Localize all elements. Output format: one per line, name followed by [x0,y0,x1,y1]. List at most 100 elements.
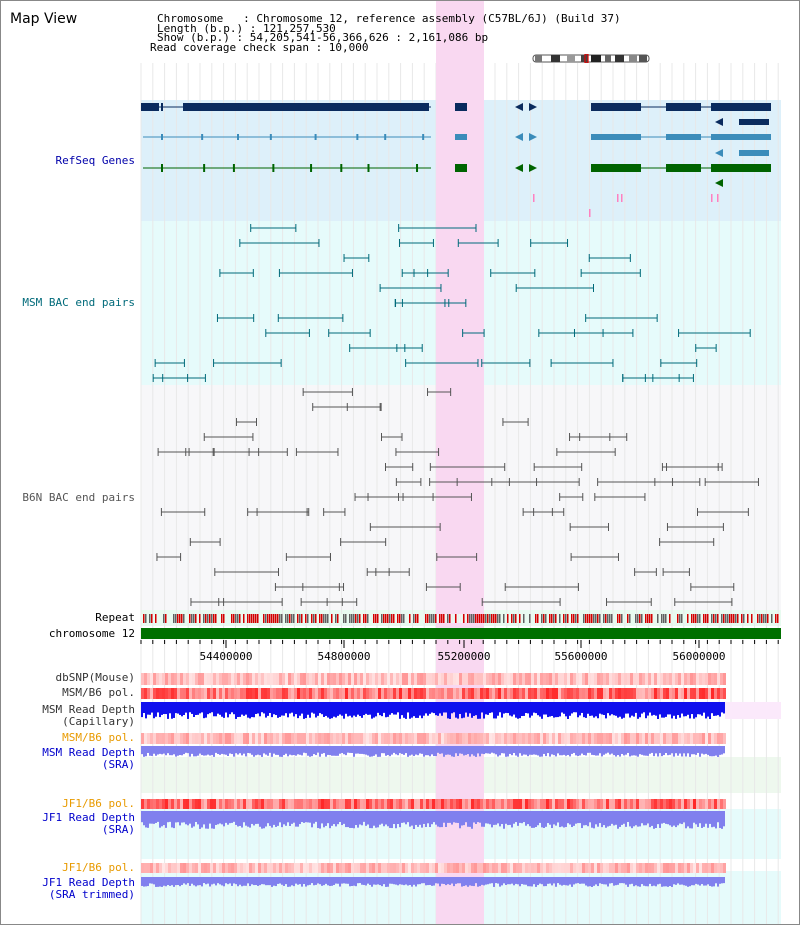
track-label-jf1-depth-sra[interactable]: JF1 Read Depth [42,811,135,824]
jf1-depth-sra [477,811,479,823]
track-label-repeat[interactable]: Repeat [95,611,135,624]
msm-depth-capillary [701,702,703,716]
repeat-block [229,614,231,623]
jf1-depth-trimmed [497,877,499,884]
repeat-block [439,614,441,623]
repeat-block [175,614,177,623]
jf1-b6-pol-density [507,799,510,809]
jf1-depth-trimmed [413,877,415,885]
msm-b6-pol-2-density [189,733,192,744]
msm-b6-pol-2-density [273,733,276,744]
msm-depth-capillary [447,702,449,719]
jf1-depth-trimmed [523,877,525,885]
msm-depth-capillary [289,702,291,714]
jf1-b6-pol-density [666,799,669,809]
msm-b6-pol-2-density [588,733,591,744]
msm-depth-sra [147,746,149,753]
track-label-msm-b6-pol[interactable]: MSM/B6 pol. [62,686,135,699]
dbsnp-density [276,673,279,685]
msm-b6-pol-2-density [444,733,447,744]
jf1-depth-trimmed [239,877,241,885]
jf1-b6-pol-density [591,799,594,809]
msm-depth-sra [589,746,591,753]
dbsnp-density [570,673,573,685]
jf1-b6-pol-2-density [459,863,462,873]
repeat-block [285,614,287,623]
repeat-block [771,614,773,623]
jf1-depth-sra [697,811,699,827]
jf1-depth-trimmed [167,877,169,886]
chromosome-ideogram[interactable] [531,54,651,63]
msm-depth-capillary [477,702,479,719]
dbsnp-density [513,673,516,685]
track-label-dbsnp[interactable]: dbSNP(Mouse) [55,671,135,684]
jf1-depth-sra [613,811,615,826]
repeat-block [269,614,271,623]
jf1-b6-pol-density [330,799,333,809]
jf1-depth-trimmed [555,877,557,887]
track-label-jf1-b6-pol[interactable]: JF1/B6 pol. [62,797,135,810]
msm-depth-sra [427,746,429,756]
repeat-block [241,614,243,623]
msm-depth-capillary [473,702,475,716]
dbsnp-density [699,673,702,685]
track-label-jf1-depth-trimmed[interactable]: JF1 Read Depth [42,876,135,889]
repeat-block [183,614,185,623]
msm-b6-pol-2-density [198,733,201,744]
jf1-depth-trimmed [553,877,555,884]
jf1-b6-pol-density [273,799,276,809]
dbsnp-density [675,673,678,685]
repeat-block [725,614,727,623]
msm-depth-capillary [351,702,353,718]
dbsnp-density [282,673,285,685]
msm-depth-sra [167,746,169,754]
jf1-depth-sra [319,811,321,829]
msm-b6-pol-2-density [342,733,345,744]
track-label-b6n-bac[interactable]: B6N BAC end pairs [22,491,135,504]
msm-b6-pol-2-density [579,733,582,744]
dbsnp-density [348,673,351,685]
msm-b6-pol-density [489,688,492,699]
track-label-msm-b6-pol-2[interactable]: MSM/B6 pol. [62,731,135,744]
msm-depth-sra [303,746,305,753]
jf1-depth-trimmed [699,877,701,886]
jf1-depth-sra [279,811,281,823]
jf1-depth-sra [527,811,529,825]
msm-depth-sra [631,746,633,756]
track-label-refseq[interactable]: RefSeq Genes [55,154,135,167]
gene-exon [238,103,241,111]
msm-b6-pol-2-density [558,733,561,744]
msm-depth-sra [191,746,193,754]
msm-b6-pol-density [405,688,408,699]
jf1-depth-trimmed [723,877,725,884]
jf1-b6-pol-2-density [633,863,636,873]
track-label-msm-depth-sra[interactable]: MSM Read Depth [42,746,135,759]
jf1-depth-trimmed [577,877,579,884]
jf1-b6-pol-density [465,799,468,809]
dbsnp-density [573,673,576,685]
repeat-block [599,614,601,623]
msm-b6-pol-2-density [312,733,315,744]
msm-b6-pol-density [441,688,444,699]
track-label-msm-depth-capillary[interactable]: MSM Read Depth [42,703,135,716]
msm-depth-sra [679,746,681,754]
msm-depth-capillary [549,702,551,717]
repeat-block [201,614,203,623]
jf1-depth-trimmed [669,877,671,887]
msm-b6-pol-2-density [336,733,339,744]
jf1-b6-pol-2-density [660,863,663,873]
msm-b6-pol-density [717,688,720,699]
jf1-depth-sra [621,811,623,825]
msm-depth-sra [541,746,543,757]
msm-depth-capillary [573,702,575,713]
track-label-jf1-b6-pol-2[interactable]: JF1/B6 pol. [62,861,135,874]
track-label-msm-bac[interactable]: MSM BAC end pairs [22,296,135,309]
jf1-depth-trimmed [151,877,153,884]
repeat-block [611,614,613,623]
jf1-b6-pol-density [621,799,624,809]
msm-depth-sra [455,746,457,754]
jf1-b6-pol-2-density [522,863,525,873]
msm-depth-capillary [467,702,469,717]
msm-b6-pol-2-density [678,733,681,744]
